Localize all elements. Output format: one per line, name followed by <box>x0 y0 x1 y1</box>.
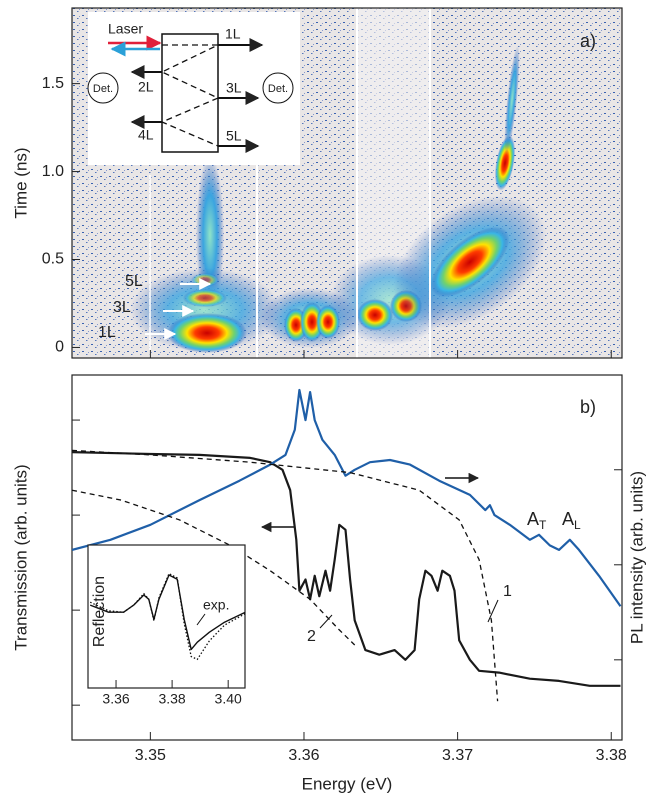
schematic: Laser 1L 2L 3L 4L 5L Det. Det. <box>87 12 300 165</box>
detector-label: Det. <box>93 83 113 95</box>
x-tick-label: 3.40 <box>215 691 242 707</box>
laser-label: Laser <box>108 21 143 37</box>
leader-line <box>487 599 499 623</box>
detector-label: Det. <box>268 83 288 95</box>
leader-line <box>319 614 333 629</box>
y2-axis-label: PL intensity (arb. units) <box>627 471 646 644</box>
emission-blob <box>167 313 247 353</box>
y-tick-label: 1.0 <box>42 163 64 180</box>
x-tick-label: 3.37 <box>442 747 473 764</box>
light-path <box>160 44 220 147</box>
series-line <box>72 449 499 702</box>
x-axis-label: Energy (eV) <box>302 774 393 793</box>
peak-label: AT <box>527 509 547 532</box>
curve-label: 2 <box>307 628 316 645</box>
emission-streak <box>504 45 520 155</box>
emission-blob <box>300 302 324 342</box>
y-axis-label: Transmission (arb. units) <box>11 464 30 650</box>
emission-blob <box>183 289 227 307</box>
plot-frame <box>71 7 623 359</box>
series-group <box>72 388 622 702</box>
leader-line <box>196 613 206 626</box>
detector <box>87 72 119 104</box>
peak-text: A <box>527 509 539 529</box>
x-tick-label: 3.35 <box>135 747 166 764</box>
series-line <box>89 574 245 651</box>
series-line <box>72 451 621 687</box>
peak-sub: L <box>574 518 581 532</box>
annotation: 1L <box>98 324 116 341</box>
y-tick-label: 0.5 <box>42 251 64 268</box>
output-label: 2L <box>138 79 154 95</box>
peak-label: AL <box>562 509 581 532</box>
emission-blob <box>494 135 516 191</box>
annotation: 5L <box>125 273 143 290</box>
curve-label: 1 <box>503 583 512 600</box>
y-tick-label: 0 <box>55 339 64 356</box>
panel-label: b) <box>580 397 596 417</box>
emission-blob <box>357 299 393 331</box>
direction-arrows <box>260 472 499 629</box>
x-tick-label: 3.38 <box>596 747 627 764</box>
series-group <box>89 572 245 661</box>
series-line <box>72 489 356 646</box>
annotation: 3L <box>113 299 131 316</box>
x-tick-label: 3.36 <box>102 691 129 707</box>
x-tick-label: 3.36 <box>288 747 319 764</box>
sample <box>161 33 219 153</box>
annotation-arrows <box>145 278 212 340</box>
y-tick-label: 1.5 <box>42 75 64 92</box>
peak-sub: T <box>539 518 547 532</box>
panel-label: a) <box>580 31 596 51</box>
series-line <box>72 388 622 607</box>
output-label: 1L <box>225 26 241 42</box>
emission-blob <box>430 226 510 298</box>
output-label: 4L <box>138 127 154 143</box>
streak-image <box>72 8 622 358</box>
output-label: 5L <box>226 128 242 144</box>
series-label: exp. <box>203 597 229 613</box>
peak-text: A <box>562 509 574 529</box>
y-axis-label: Time (ns) <box>11 147 30 218</box>
x-tick-label: 3.38 <box>158 691 185 707</box>
detector <box>262 72 294 104</box>
y-axis-label: Reflection <box>91 576 108 647</box>
plot-frame <box>87 544 246 689</box>
output-label: 3L <box>226 80 242 96</box>
series-line <box>89 572 245 661</box>
plot-frame <box>71 374 623 741</box>
